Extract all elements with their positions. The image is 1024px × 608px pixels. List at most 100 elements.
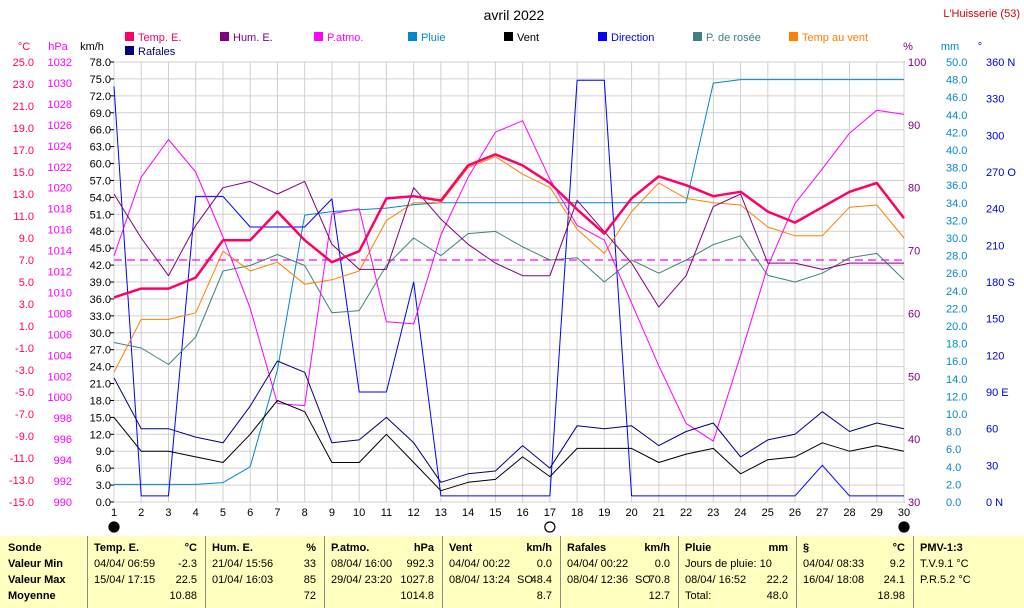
max-direction: SO [635,574,651,586]
tick-kmh: 27.0 [90,345,111,357]
tick-mm: 46.0 [946,92,967,104]
tick-kmh: 0.0 [96,497,111,509]
tick-hpa: 994 [54,455,72,467]
tick-kmh: 39.0 [90,277,111,289]
axis-unit-pct: % [903,41,913,53]
series-line-rosee [113,230,905,365]
tick-mm: 14.0 [946,374,967,386]
tick-hpa: 1000 [48,392,72,404]
series-line-pluie [114,79,904,485]
legend-item-vent: Vent [504,32,539,44]
tick-mm: 34.0 [946,198,967,210]
average-value: 72 [303,590,316,602]
tick-hpa: 1026 [48,120,72,132]
tick-hpa: 1032 [48,57,72,69]
tick-kmh: 6.0 [96,463,111,475]
min-date: 04/04/ 08:33 [803,558,865,570]
tick-day: 11 [381,507,392,519]
max-value: 70.8 [648,574,670,586]
tick-celsius: -15.0 [9,497,34,509]
tick-hpa: 1030 [48,78,72,90]
tick-kmh: 51.0 [90,209,111,221]
row-label-max: Valeur Max [8,574,66,586]
tick-day: 18 [571,507,583,519]
tick-day: 26 [789,507,801,519]
max-value: 85 [303,574,316,586]
summary-column: P.atmo. hPa 08/04/ 16:00 992.3 29/04/ 23:20 1… [325,536,443,608]
tick-mm: 12.0 [946,391,967,403]
tick-mm: 4.0 [946,462,961,474]
tick-deg: 330 [986,94,1004,106]
average-value: 18.98 [877,590,905,602]
tick-hpa: 1012 [48,267,72,279]
row-label-avg: Moyenne [8,590,56,602]
min-value: 0.0 [654,558,670,570]
tick-day: 21 [653,507,665,519]
tick-kmh: 57.0 [90,175,111,187]
tick-deg: 150 [986,314,1004,326]
tick-hpa: 998 [54,413,72,425]
tick-day: 6 [247,507,253,519]
column-unit: km/h [526,542,552,554]
average-value: 10.88 [169,590,197,602]
tick-mm: 50.0 [946,57,967,69]
tick-pct: 70 [908,246,920,258]
legend-item-rafales: Rafales [125,46,176,58]
tick-celsius: 11.0 [13,211,34,223]
tick-mm: 40.0 [946,145,967,157]
tick-deg: 120 [986,350,1004,362]
legend-item-direction: Direction [598,32,654,44]
tick-pct: 30 [908,497,920,509]
legend-label: Pluie [421,32,445,44]
tick-deg: 270 O [986,167,1016,179]
tick-mm: 26.0 [946,268,967,280]
min-date: 04/04/ 00:22 [567,558,629,570]
moon-phases [108,521,910,533]
tick-day: 24 [734,507,746,519]
tick-mm: 44.0 [946,110,967,122]
weather-chart: avril 2022 L'Huisserie (53) Temp. E. Hum.… [9,7,1020,533]
tick-deg: 210 [986,240,1004,252]
grid [113,61,905,503]
tick-celsius: 17.0 [13,145,34,157]
legend-swatch [598,32,607,41]
tick-kmh: 45.0 [90,243,111,255]
tick-day: 28 [843,507,855,519]
tick-day: 29 [871,507,883,519]
max-date: 15/04/ 17:15 [94,574,156,586]
column-unit: °C [892,542,905,554]
tick-day: 3 [165,507,171,519]
tick-deg: 300 [986,130,1004,142]
tick-kmh: 3.0 [96,480,111,492]
tick-mm: 10.0 [946,409,967,421]
max-date: 01/04/ 16:03 [212,574,274,586]
tick-kmh: 9.0 [96,446,111,458]
pmv-column: PMV-1:3 T.V.9.1 °C P.R.5.2 °C [914,536,1024,608]
column-title: P.atmo. [331,542,370,554]
legend-swatch [314,32,323,41]
tick-day: 7 [274,507,280,519]
column-title: Pluie [685,542,712,554]
tick-kmh: 78.0 [90,57,111,69]
axis-units: °C hPa km/h% mm ° [18,41,982,53]
tick-deg: 60 [986,424,998,436]
min-value: 0.0 [536,558,552,570]
tick-mm: 24.0 [946,286,967,298]
tick-mm: 2.0 [946,479,961,491]
tick-celsius: -7.0 [15,409,34,421]
station-name: L'Huisserie (53) [943,8,1020,20]
tick-mm: 38.0 [946,163,967,175]
column-title: Vent [449,542,473,554]
average-label: Total: [685,590,712,602]
tick-hpa: 1022 [48,162,72,174]
moon-full-marker [544,521,556,533]
summary-column: Rafales km/h 04/04/ 00:22 0.0 08/04/ 12:36 70… [561,536,679,608]
max-date: 08/04/ 16:52 [685,574,747,586]
tick-celsius: 25.0 [13,57,34,69]
tick-celsius: 5.0 [19,277,34,289]
tick-hpa: 1014 [48,246,72,258]
chart-title: avril 2022 [484,7,545,23]
tick-kmh: 42.0 [90,260,111,272]
average-value: 8.7 [536,590,552,602]
tick-celsius: -13.0 [9,475,34,487]
